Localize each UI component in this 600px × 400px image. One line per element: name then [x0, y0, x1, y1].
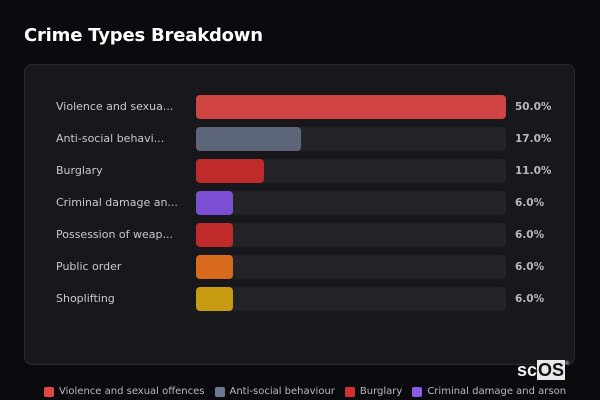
bar-row[interactable]: Criminal damage an... 6.0% [25, 191, 574, 215]
legend-swatch-icon [44, 386, 54, 397]
bar-fill[interactable] [196, 255, 234, 279]
bar-label: Public order [56, 260, 122, 273]
bar-label: Burglary [56, 164, 103, 177]
bar-value: 6.0% [515, 229, 545, 241]
bar-value: 17.0% [515, 133, 552, 145]
bar-value: 50.0% [515, 101, 552, 113]
bar-fill[interactable] [196, 287, 234, 311]
bar-fill[interactable] [196, 127, 302, 151]
bar-row[interactable]: Burglary 11.0% [25, 159, 574, 183]
legend-item[interactable]: Burglary [344, 386, 403, 397]
bar-fill[interactable] [196, 191, 234, 215]
bar-track [196, 127, 506, 151]
legend-swatch-icon [344, 386, 355, 397]
bar-label: Anti-social behavi... [56, 132, 165, 145]
bar-label: Shoplifting [56, 292, 115, 305]
bar-fill[interactable] [196, 223, 234, 247]
bar-label: Criminal damage an... [56, 196, 178, 209]
bar-fill[interactable] [196, 95, 506, 119]
legend-item[interactable]: Criminal damage and arson [412, 386, 566, 397]
bar-label: Violence and sexua... [56, 100, 174, 113]
bar-row[interactable]: Possession of weap... 6.0% [25, 223, 574, 247]
legend-label: Violence and sexual offences [59, 386, 205, 397]
bar-track [196, 223, 506, 247]
bar-track [196, 191, 506, 215]
bar-row[interactable]: Anti-social behavi... 17.0% [25, 127, 574, 151]
bar-track [196, 287, 506, 311]
bar-row[interactable]: Public order 6.0% [25, 255, 574, 279]
legend-label: Criminal damage and arson [427, 386, 567, 397]
scos-logo: scOS® [517, 360, 570, 380]
legend-swatch-icon [214, 386, 225, 397]
bar-value: 11.0% [515, 165, 552, 177]
bar-row[interactable]: Violence and sexua... 50.0% [25, 95, 574, 119]
bar-track [196, 95, 506, 119]
legend-item[interactable]: Violence and sexual offences [44, 386, 205, 397]
bar-track [196, 255, 506, 279]
legend-label: Burglary [359, 386, 403, 397]
chart-card: Violence and sexua... 50.0% Anti-social b… [24, 64, 575, 365]
bar-row[interactable]: Shoplifting 6.0% [25, 287, 574, 311]
chart-legend: Violence and sexual offences Anti-social … [44, 386, 566, 397]
legend-item[interactable]: Anti-social behaviour [214, 386, 335, 397]
bar-label: Possession of weap... [56, 228, 173, 241]
bar-fill[interactable] [196, 159, 265, 183]
bar-value: 6.0% [515, 197, 545, 209]
legend-label: Anti-social behaviour [229, 386, 335, 397]
legend-swatch-icon [412, 386, 423, 397]
bar-track [196, 159, 506, 183]
page-title: Crime Types Breakdown [24, 25, 263, 46]
bar-value: 6.0% [515, 261, 545, 273]
bar-value: 6.0% [515, 293, 545, 305]
